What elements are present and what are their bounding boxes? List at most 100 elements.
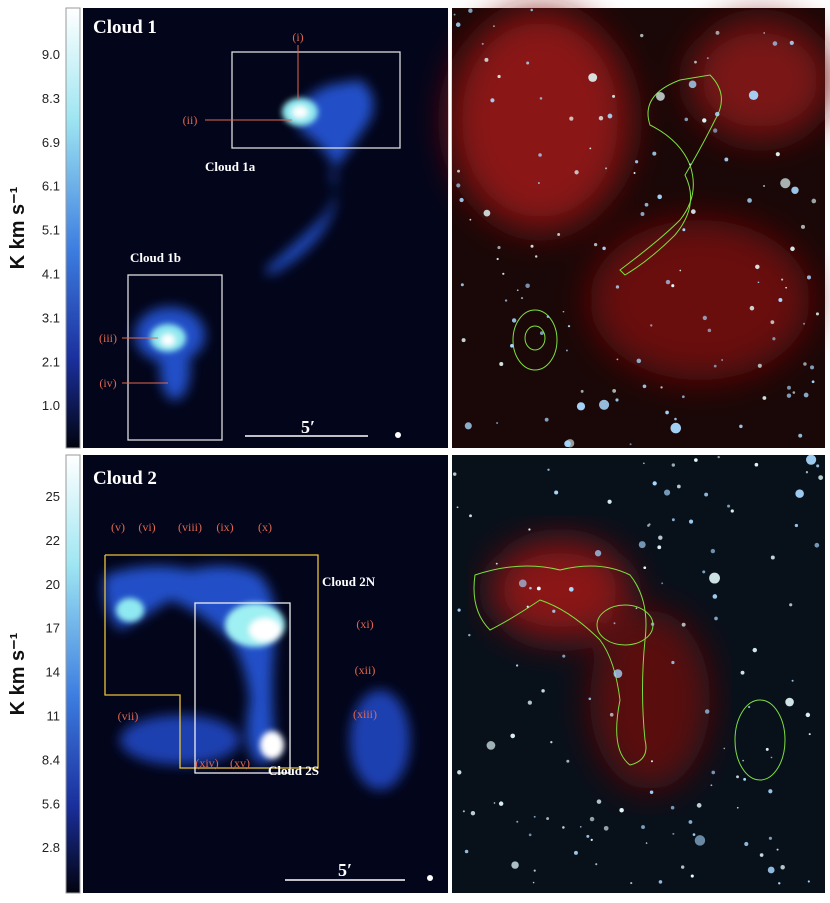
- star: [767, 866, 775, 874]
- star: [574, 170, 579, 175]
- star: [791, 679, 794, 682]
- star: [579, 826, 582, 828]
- star: [525, 283, 530, 288]
- star: [787, 385, 791, 390]
- star: [652, 151, 657, 156]
- star: [749, 305, 755, 311]
- star: [538, 153, 542, 157]
- star: [681, 865, 685, 869]
- star: [504, 299, 508, 302]
- star: [681, 395, 685, 399]
- star: [568, 586, 574, 592]
- star: [529, 586, 532, 590]
- colorbar-tick-label: 17: [46, 621, 60, 636]
- star: [671, 284, 675, 288]
- star: [645, 842, 648, 844]
- star: [776, 848, 779, 851]
- star: [704, 492, 709, 497]
- star: [781, 278, 784, 281]
- star: [493, 802, 496, 804]
- star: [546, 315, 550, 318]
- star: [541, 689, 545, 693]
- map-panel: [83, 8, 448, 448]
- star: [763, 185, 766, 187]
- colorbar-tick-label: 9.0: [42, 47, 60, 62]
- star: [562, 310, 565, 313]
- star: [589, 147, 592, 150]
- star: [808, 733, 811, 736]
- star: [786, 393, 792, 398]
- star: [576, 402, 586, 411]
- star: [642, 384, 647, 389]
- star: [676, 484, 681, 489]
- star: [511, 318, 517, 323]
- star: [510, 733, 516, 739]
- star: [464, 422, 472, 430]
- star: [629, 443, 632, 446]
- star: [736, 775, 739, 779]
- star: [780, 865, 785, 870]
- star: [721, 359, 724, 361]
- star: [742, 759, 745, 762]
- star: [702, 118, 707, 123]
- colorbar-tick-label: 6.1: [42, 179, 60, 194]
- star: [490, 98, 495, 103]
- star: [682, 228, 686, 232]
- star: [688, 80, 697, 89]
- star: [603, 825, 609, 831]
- star: [681, 622, 686, 627]
- star: [811, 380, 815, 384]
- colorbar-tick-label: 11: [47, 709, 61, 724]
- star: [727, 504, 731, 508]
- star: [694, 458, 698, 462]
- star: [660, 386, 663, 389]
- star: [594, 550, 602, 557]
- star: [770, 756, 773, 759]
- star: [457, 169, 460, 173]
- star: [511, 861, 519, 869]
- star: [785, 286, 787, 289]
- star: [607, 499, 612, 504]
- star: [795, 489, 804, 498]
- star: [709, 572, 720, 584]
- star: [460, 283, 464, 287]
- star: [712, 594, 718, 599]
- annotation: (xi): [356, 617, 373, 631]
- star: [468, 633, 471, 637]
- star: [569, 116, 574, 121]
- star: [658, 880, 663, 884]
- star: [588, 697, 592, 701]
- star: [706, 57, 709, 60]
- colorbar-tick-label: 22: [46, 533, 60, 548]
- star: [481, 42, 484, 45]
- star: [641, 825, 646, 830]
- star: [520, 297, 524, 300]
- star: [496, 257, 499, 261]
- star: [649, 790, 654, 794]
- star: [635, 607, 638, 610]
- star: [539, 331, 544, 336]
- star: [665, 410, 669, 415]
- star: [534, 255, 538, 258]
- star: [689, 163, 692, 166]
- star: [496, 421, 499, 425]
- star: [562, 654, 566, 658]
- colorbar-tick-label: 1.0: [42, 398, 60, 413]
- star: [633, 172, 636, 175]
- star: [768, 836, 773, 840]
- star: [803, 322, 806, 325]
- star: [536, 586, 541, 591]
- star: [792, 391, 796, 394]
- star: [516, 289, 519, 292]
- star: [805, 471, 809, 474]
- star: [469, 514, 472, 518]
- panel-title: Cloud 2: [93, 468, 157, 489]
- star: [532, 881, 535, 884]
- star: [807, 880, 810, 883]
- star: [671, 463, 676, 467]
- star: [518, 579, 527, 588]
- annotation: (x): [258, 520, 272, 534]
- star: [638, 541, 646, 549]
- star: [590, 838, 593, 842]
- colorbar-tick-label: 14: [46, 665, 60, 680]
